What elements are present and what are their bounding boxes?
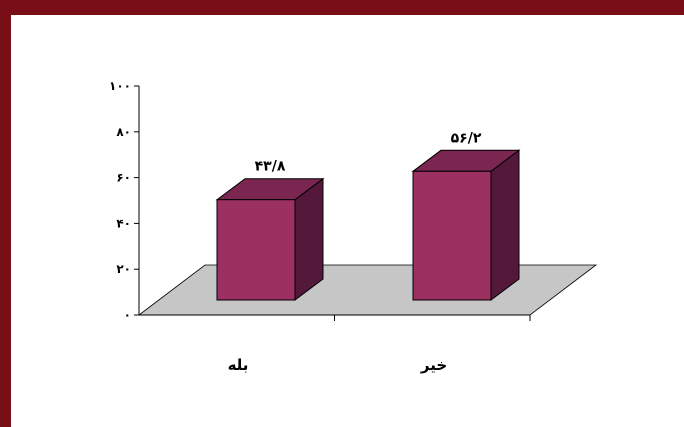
x-ticks <box>334 315 531 321</box>
category-label: خير <box>420 356 447 374</box>
bar-side-face <box>490 149 520 301</box>
chart-floor <box>137 264 598 316</box>
y-tick-label: ۸۰ <box>116 125 131 139</box>
plot-area: ۰ ۲۰ ۴۰ ۶۰ ۸۰ ۱۰۰ ۴۳/۸ بله ۵۶/۲ خير <box>109 79 598 374</box>
bar-1 <box>215 177 325 301</box>
frame-left-border <box>0 0 11 427</box>
y-ticks: ۰ ۲۰ ۴۰ ۶۰ ۸۰ ۱۰۰ <box>109 79 139 322</box>
bar-front-face <box>412 170 492 301</box>
labels: ۴۳/۸ بله ۵۶/۲ خير <box>228 130 482 374</box>
y-tick-label: ۶۰ <box>116 171 131 185</box>
data-label: ۴۳/۸ <box>255 159 286 175</box>
frame-top-border <box>0 0 684 15</box>
y-tick-label: ۲۰ <box>116 262 131 276</box>
bar-2 <box>411 149 521 301</box>
category-label: بله <box>228 356 249 374</box>
y-tick-label: ۱۰۰ <box>109 79 131 93</box>
bars <box>215 149 521 301</box>
y-tick-label: ۴۰ <box>116 216 131 230</box>
y-tick-label: ۰ <box>124 308 131 322</box>
data-label: ۵۶/۲ <box>451 130 482 146</box>
bar-front-face <box>216 199 296 301</box>
